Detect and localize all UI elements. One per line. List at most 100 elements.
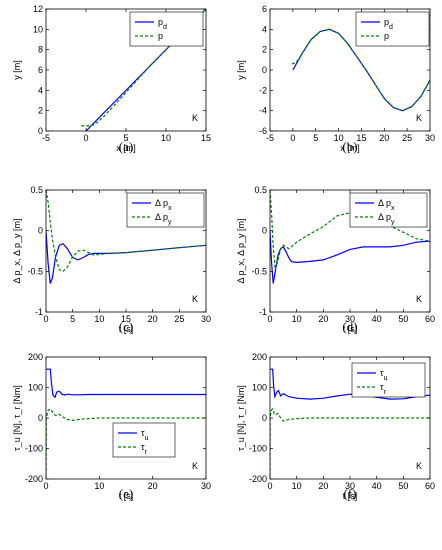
legend-label: Δ py	[155, 212, 172, 226]
x-tick-label: 0	[83, 133, 88, 143]
x-tick-label: 20	[148, 314, 158, 324]
x-tick-label: 10	[94, 481, 104, 491]
y-tick-label: 4	[262, 24, 267, 34]
y-tick-label: 100	[252, 383, 267, 393]
y-axis-label: τ_u [N], τ_r [Nm]	[12, 385, 22, 451]
y-tick-label: 6	[38, 65, 43, 75]
x-tick-label: 0	[267, 481, 272, 491]
x-axis-label: t [s]	[119, 324, 134, 334]
legend-box	[355, 11, 430, 47]
corner-label: K	[192, 461, 198, 471]
chart-c: 0 5 10 15 20 25 30 -1 -0.5 0 0.5 t [s] Δ p_x, Δ p_y …	[12, 185, 211, 334]
x-tick-label: 30	[201, 481, 211, 491]
series-line-f-1	[270, 407, 430, 476]
x-tick-label: 15	[356, 133, 366, 143]
legend-box	[351, 362, 426, 398]
x-tick-label: 25	[174, 314, 184, 324]
x-axis-label: x [m]	[340, 143, 360, 153]
legend-box	[129, 11, 204, 47]
legend-label: pd	[158, 17, 167, 31]
y-tick-label: 0.5	[254, 185, 267, 195]
legend-label: pd	[384, 17, 393, 31]
x-tick-label: 60	[425, 481, 435, 491]
legend-box	[126, 192, 205, 228]
panel-label: (a)	[119, 139, 133, 154]
legend-label: Δ px	[155, 198, 172, 212]
chart-e: 0 10 20 30 -200 -100 0 100 200 t [s] τ_u [N], τ_r …	[12, 352, 211, 501]
x-tick-label: 0	[267, 314, 272, 324]
x-tick-label: 5	[70, 314, 75, 324]
x-tick-label: 60	[425, 314, 435, 324]
panel-label: (b)	[342, 139, 357, 154]
y-tick-label: 12	[33, 4, 43, 14]
legend-label: p	[384, 31, 389, 41]
x-tick-label: 20	[318, 481, 328, 491]
y-tick-label: -0.5	[27, 266, 43, 276]
x-tick-label: 20	[379, 133, 389, 143]
x-tick-label: 10	[94, 314, 104, 324]
x-tick-label: 15	[121, 314, 131, 324]
x-tick-label: 40	[372, 481, 382, 491]
chart-f: 0 10 20 30 40 50 60 -200 -100 0 100 200 t [s] τ_u [N]…	[236, 352, 435, 501]
legend-a: pdp	[129, 11, 204, 47]
x-tick-label: 0	[290, 133, 295, 143]
y-axis-label: Δ p_x, Δ p_y [m]	[236, 218, 246, 283]
y-axis-label: Δ p_x, Δ p_y [m]	[12, 218, 22, 283]
x-axis-label: t [s]	[343, 324, 358, 334]
x-tick-label: 0	[43, 314, 48, 324]
series-line-e-1	[46, 408, 206, 476]
y-tick-label: 0	[262, 413, 267, 423]
legend-label: Δ py	[378, 212, 395, 226]
x-tick-label: 10	[292, 314, 302, 324]
panel-label: (d)	[342, 319, 357, 334]
y-tick-label: 100	[28, 383, 43, 393]
y-tick-label: 0	[38, 126, 43, 136]
x-tick-label: 25	[402, 133, 412, 143]
legend-c: Δ pxΔ py	[126, 192, 205, 228]
series-line-c-1	[46, 190, 206, 273]
legend-box	[349, 192, 428, 228]
y-tick-label: 200	[28, 352, 43, 362]
x-tick-label: 5	[123, 133, 128, 143]
corner-label: K	[416, 113, 422, 123]
y-tick-label: 2	[262, 45, 267, 55]
series-line-c-0	[46, 230, 206, 284]
legend-d: Δ pxΔ py	[349, 192, 428, 228]
x-tick-label: 30	[345, 314, 355, 324]
y-tick-label: -6	[259, 126, 267, 136]
y-tick-label: 4	[38, 85, 43, 95]
y-tick-label: 0	[262, 226, 267, 236]
y-axis-label: y [m]	[12, 60, 22, 80]
series-line-f-0	[270, 368, 430, 400]
y-tick-label: 2	[38, 106, 43, 116]
chart-d: 0 10 20 30 40 50 60 -1 -0.5 0 0.5 t [s] Δ p_x, Δ p_y…	[236, 185, 435, 334]
y-tick-label: -4	[259, 106, 267, 116]
corner-label: K	[416, 294, 422, 304]
y-tick-label: -0.5	[251, 266, 267, 276]
x-axis-label: x [m]	[116, 143, 136, 153]
y-tick-label: -100	[249, 444, 267, 454]
x-axis-label: t [s]	[119, 491, 134, 501]
y-tick-label: -2	[259, 85, 267, 95]
series-line-e-0	[46, 368, 206, 399]
corner-label: K	[416, 461, 422, 471]
legend-b: pdp	[355, 11, 430, 47]
x-tick-label: 20	[318, 314, 328, 324]
legend-box	[112, 422, 176, 458]
y-tick-label: -1	[35, 307, 43, 317]
x-tick-label: 40	[372, 314, 382, 324]
series-line-d-0	[270, 230, 430, 284]
legend-label: τr	[380, 382, 387, 396]
x-tick-label: 30	[345, 481, 355, 491]
x-tick-label: 20	[148, 481, 158, 491]
x-tick-label: 30	[425, 133, 435, 143]
x-axis-label: t [s]	[343, 491, 358, 501]
y-axis-label: τ_u [N], τ_r [Nm]	[236, 385, 246, 451]
legend-label: τu	[141, 428, 149, 442]
x-tick-label: -5	[42, 133, 50, 143]
y-tick-label: 6	[262, 4, 267, 14]
